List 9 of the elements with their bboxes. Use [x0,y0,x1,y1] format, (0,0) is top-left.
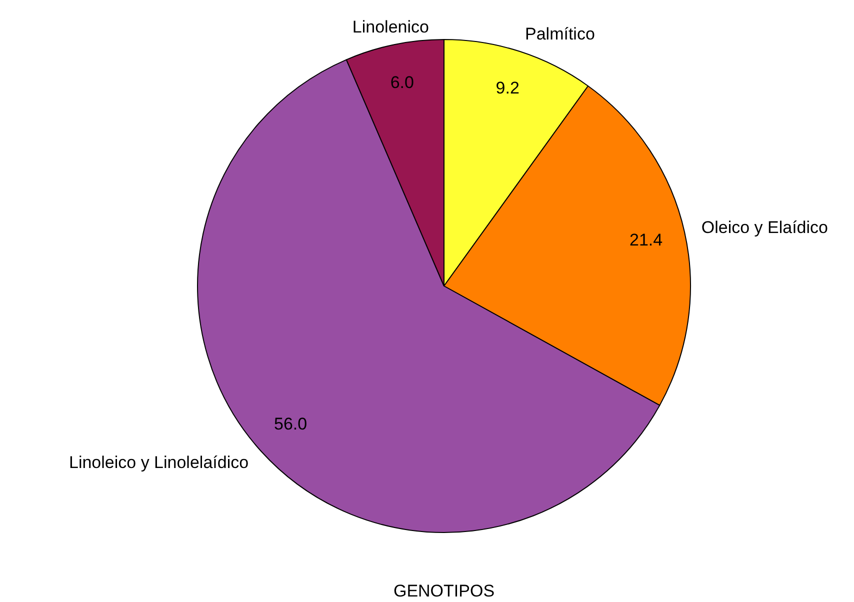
slice-label: Linoleico y Linolelaídico [68,452,249,472]
data-label: 56.0 [274,414,308,434]
slice-label: Linolenico [352,17,429,36]
data-label: 9.2 [496,78,520,98]
data-label: 21.4 [630,230,663,250]
data-label: 6.0 [390,72,414,92]
text: GENOTIPOS [393,582,495,601]
slice-label: Oleico y Elaídico [701,218,828,237]
slice-label: Palmítico [524,24,595,44]
